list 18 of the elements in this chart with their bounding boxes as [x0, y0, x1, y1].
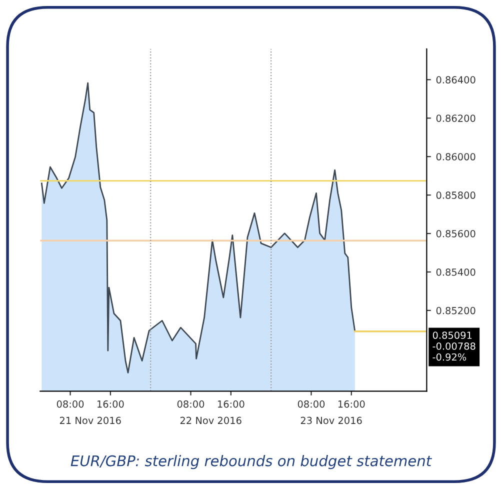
x2-tick-label: 23 Nov 2016	[300, 416, 362, 424]
x-tick-label: 08:00	[56, 400, 84, 408]
y-tick-label: 0.85400	[436, 268, 476, 276]
x-tick-label: 16:00	[338, 400, 365, 408]
y-tick-label: 0.85600	[436, 230, 476, 238]
x-tick-label: 08:00	[177, 400, 204, 408]
x2-tick-label: 22 Nov 2016	[180, 416, 242, 424]
x2-tick-label: 21 Nov 2016	[60, 416, 121, 424]
y-tick-label: 0.85800	[436, 192, 476, 199]
y-tick-label: 0.85200	[436, 306, 476, 314]
y-tick-label: 0.86200	[436, 114, 476, 122]
y-tick-label: 0.86000	[436, 153, 476, 160]
text: EUR/GBP: sterling rebounds on budget statement	[70, 455, 432, 470]
x-tick-label: 16:00	[98, 400, 124, 408]
ref-line-label: 0.85091 -0.00788 -0.92%	[432, 332, 476, 361]
y-tick-label: 0.86400	[436, 76, 476, 84]
x-tick-label: 08:00	[298, 400, 325, 408]
x-tick-label: 16:00	[218, 400, 244, 408]
